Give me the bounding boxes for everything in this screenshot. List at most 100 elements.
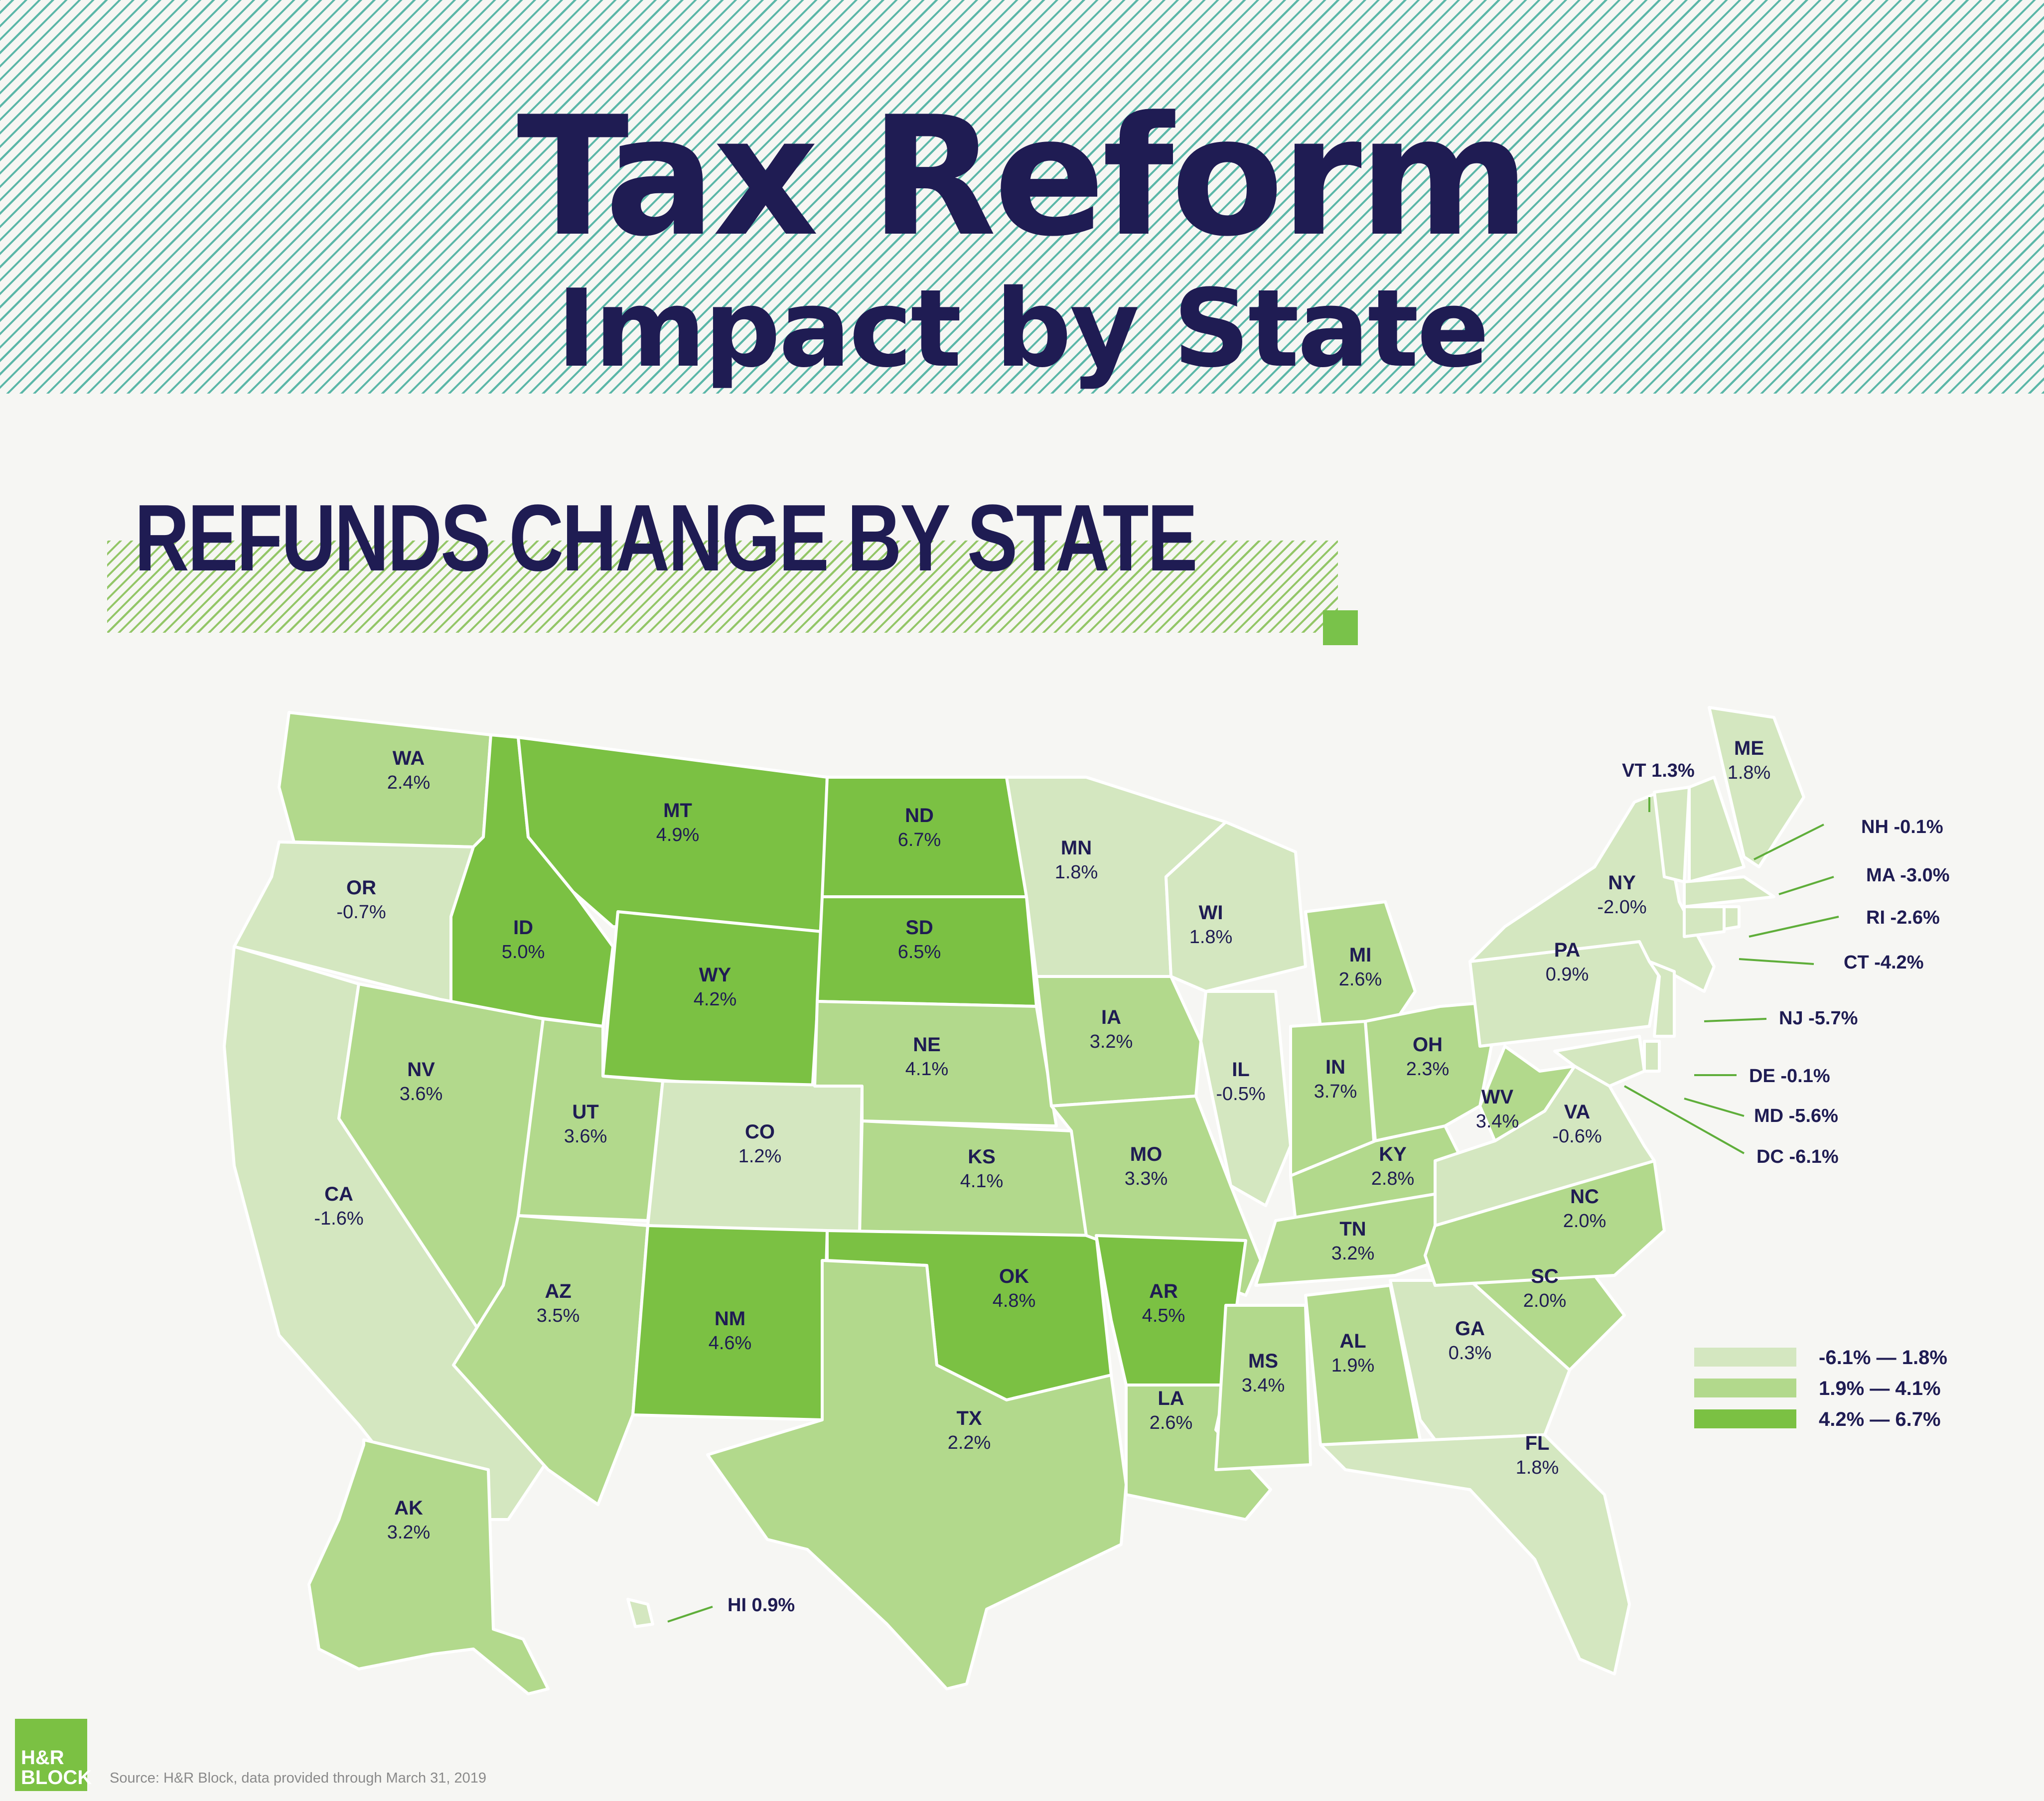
state-value-mt: 4.9% [656,825,700,845]
callout-label-vt: VT 1.3% [1622,760,1695,781]
state-tx [706,1259,1128,1690]
state-value-ky: 2.8% [1371,1168,1415,1189]
state-code-ia: IA [1101,1006,1121,1028]
state-code-nv: NV [407,1059,435,1081]
logo-line-2: BLOCK [21,1767,92,1789]
state-value-or: -0.7% [336,902,386,923]
state-code-oh: OH [1413,1034,1443,1056]
page-subtitle: Impact by State [556,266,1489,391]
state-me [1708,706,1805,868]
state-value-la: 2.6% [1150,1412,1193,1433]
state-ma [1683,875,1775,908]
labels-layer: WA 2.4% OR -0.7% CA -1.6% ID 5.0% NV 3.6% MT 4.9% WY… [314,737,1949,1616]
legend-label-3: 4.2% — 6.7% [1819,1408,1941,1430]
state-value-nv: 3.6% [400,1084,443,1105]
state-code-nd: ND [905,805,934,827]
state-hi [626,1598,654,1628]
state-fl [1319,1433,1631,1675]
state-nh [1688,776,1746,883]
callout-label-ri: RI -2.6% [1866,907,1940,928]
state-value-wa: 2.4% [387,772,431,793]
state-value-wv: 3.4% [1476,1111,1519,1132]
state-code-ga: GA [1455,1318,1485,1340]
source-note: Source: H&R Block, data provided through… [110,1770,487,1786]
state-value-ga: 0.3% [1449,1343,1492,1364]
state-code-ak: AK [394,1497,423,1519]
state-value-ok: 4.8% [993,1290,1036,1311]
state-value-co: 1.2% [738,1146,782,1167]
state-value-ut: 3.6% [564,1126,607,1147]
state-value-al: 1.9% [1331,1355,1375,1376]
page-title: Tax Reform [517,81,1530,273]
state-code-or: OR [346,877,376,899]
state-code-wi: WI [1199,902,1223,924]
state-de [1643,1040,1661,1073]
state-value-fl: 1.8% [1516,1457,1559,1478]
legend-swatch-3 [1694,1409,1796,1428]
state-code-nc: NC [1570,1186,1599,1208]
state-code-ks: KS [968,1146,996,1168]
legend-label-2: 1.9% — 4.1% [1819,1378,1941,1399]
state-ak [307,1438,550,1695]
state-value-mi: 2.6% [1339,969,1382,990]
section-title-stripe [107,541,1338,633]
state-value-ks: 4.1% [960,1171,1004,1192]
state-code-ky: KY [1379,1143,1407,1165]
state-value-wy: 4.2% [694,989,737,1010]
state-value-tx: 2.2% [948,1432,991,1453]
state-value-mn: 1.8% [1055,862,1098,883]
state-mi [1304,900,1417,1028]
state-code-tx: TX [956,1407,982,1429]
callout-label-ma: MA -3.0% [1866,865,1950,886]
state-code-pa: PA [1554,939,1581,961]
leader-line-ri [1749,916,1839,938]
state-wa [278,711,492,848]
state-value-ia: 3.2% [1090,1031,1133,1052]
state-value-ms: 3.4% [1242,1375,1285,1396]
state-code-sc: SC [1531,1265,1559,1287]
state-wi [1165,821,1307,993]
state-code-va: VA [1564,1101,1591,1123]
leader-line-ct [1739,958,1814,965]
logo-line-1: H&R [21,1747,64,1769]
state-value-sc: 2.0% [1523,1290,1567,1311]
state-value-wi: 1.8% [1189,927,1233,948]
state-md [1553,1035,1646,1088]
state-value-ca: -1.6% [314,1208,363,1229]
legend: -6.1% — 1.8% 1.9% — 4.1% 4.2% — 6.7% [1694,1347,1947,1430]
state-code-ar: AR [1149,1280,1178,1302]
state-value-va: -0.6% [1552,1126,1602,1147]
state-code-ne: NE [913,1034,941,1056]
state-code-mn: MN [1061,837,1092,859]
state-ia [1035,975,1202,1108]
state-nj [1648,960,1676,1038]
state-code-wa: WA [393,747,425,769]
state-value-mo: 3.3% [1125,1168,1168,1189]
callout-label-nh: NH -0.1% [1861,817,1943,837]
state-value-id: 5.0% [502,942,545,963]
state-ct [1683,905,1726,938]
state-code-ca: CA [324,1183,353,1205]
state-code-il: IL [1232,1059,1250,1081]
state-code-la: LA [1158,1387,1184,1409]
state-value-nm: 4.6% [709,1333,752,1354]
header-stripe-pattern [0,0,2044,394]
state-value-in: 3.7% [1314,1081,1357,1102]
states-layer [223,706,1805,1695]
state-code-ms: MS [1248,1350,1278,1372]
leader-line-hi [667,1606,713,1623]
state-code-mo: MO [1130,1143,1162,1165]
state-value-me: 1.8% [1728,762,1771,783]
state-ny [1468,791,1716,993]
state-code-ut: UT [572,1101,598,1123]
state-code-me: ME [1734,737,1764,759]
legend-swatch-2 [1694,1379,1796,1397]
state-value-az: 3.5% [537,1305,580,1326]
leader-line-nh [1753,824,1824,860]
state-value-ar: 4.5% [1142,1305,1185,1326]
state-code-fl: FL [1525,1432,1550,1454]
section-title: REFUNDS CHANGE BY STATE [135,485,1198,591]
state-value-tn: 3.2% [1331,1243,1375,1264]
state-code-wv: WV [1481,1086,1514,1108]
